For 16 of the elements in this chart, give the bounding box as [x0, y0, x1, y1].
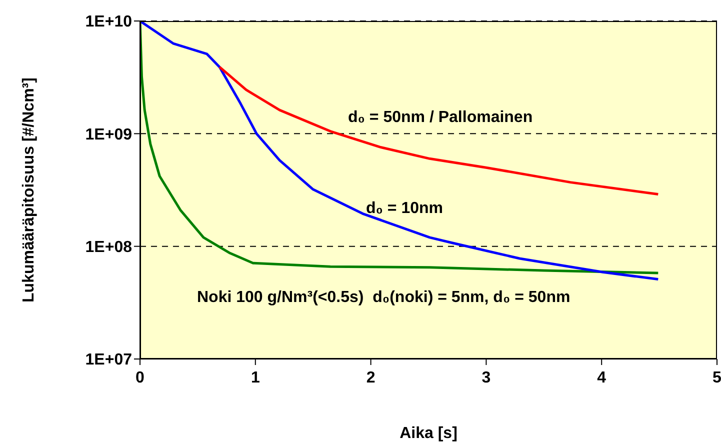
annotation: Noki 100 g/Nm³(<0.5s) d₀(noki) = 5nm, d₀ = 50nm — [197, 289, 570, 306]
x-tick-label: 3 — [482, 369, 491, 386]
x-tick-label: 2 — [366, 369, 376, 386]
x-tick-label: 4 — [597, 369, 606, 386]
x-tick-label: 0 — [136, 369, 145, 386]
y-tick-label: 1E+07 — [85, 352, 132, 369]
y-axis-title: Lukumääräpitoisuus [#/Ncm³] — [20, 78, 38, 302]
y-tick-label: 1E+09 — [85, 126, 132, 144]
x-tick-label: 5 — [712, 369, 721, 386]
y-tick-label: 1E+10 — [85, 14, 132, 31]
annotation: d₀ = 50nm / Pallomainen — [348, 109, 533, 126]
x-axis-title: Aika [s] — [400, 425, 458, 442]
line-series — [218, 66, 660, 196]
y-tick-label: 1E+08 — [85, 239, 132, 256]
x-tick-label: 1 — [250, 369, 260, 386]
annotation: d₀ = 10nm — [366, 200, 444, 217]
